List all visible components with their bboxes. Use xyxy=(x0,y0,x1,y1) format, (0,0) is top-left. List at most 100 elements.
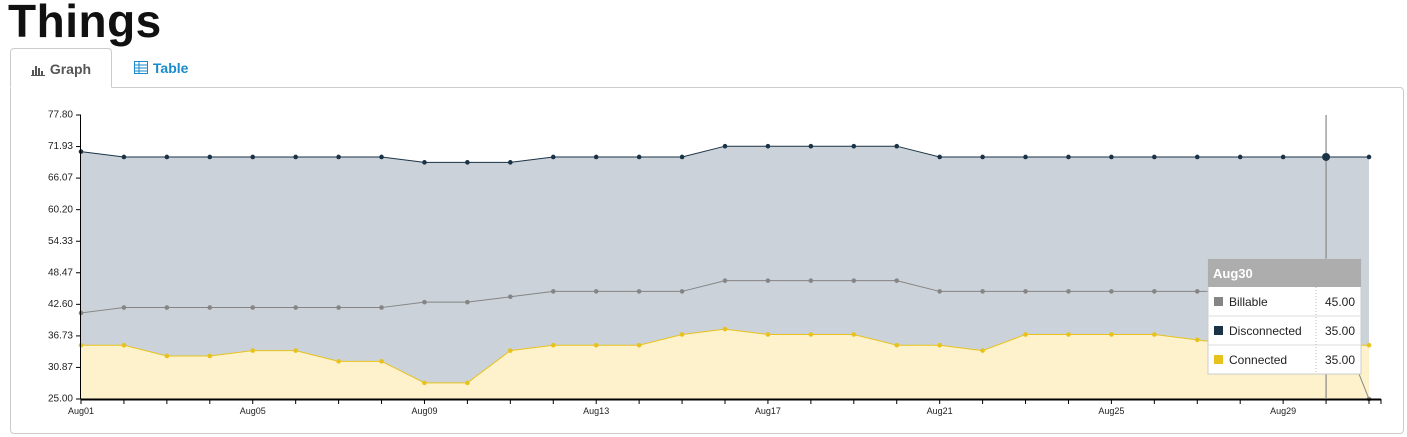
point xyxy=(293,305,298,310)
point xyxy=(722,143,728,149)
point xyxy=(1023,289,1028,294)
point xyxy=(894,278,900,283)
point xyxy=(422,299,427,305)
point xyxy=(164,353,170,359)
point xyxy=(550,342,556,348)
point xyxy=(164,154,170,160)
point xyxy=(422,380,427,386)
point xyxy=(336,305,341,310)
tooltip-swatch xyxy=(1214,297,1223,306)
point xyxy=(1109,154,1114,160)
area xyxy=(81,146,1369,383)
point xyxy=(851,278,857,283)
point xyxy=(1280,154,1286,160)
y-tick-label: 71.93 xyxy=(48,141,73,152)
point xyxy=(980,289,985,294)
x-tick-label: Aug05 xyxy=(240,406,266,416)
point xyxy=(722,326,728,332)
point xyxy=(379,305,384,310)
x-tick-label: Aug13 xyxy=(583,406,609,416)
point xyxy=(1194,337,1200,343)
point xyxy=(465,380,470,386)
y-tick-label: 30.87 xyxy=(48,362,73,373)
table-tab[interactable]: Table xyxy=(134,48,188,88)
point xyxy=(508,160,513,165)
x-tick-label: Aug29 xyxy=(1270,406,1296,416)
point xyxy=(1152,289,1157,294)
point xyxy=(465,160,470,165)
point xyxy=(250,154,256,160)
tooltip-value: 35.00 xyxy=(1325,353,1355,367)
tooltip-title: Aug30 xyxy=(1213,266,1253,281)
graph-icon xyxy=(30,66,45,76)
point xyxy=(808,332,814,337)
point xyxy=(379,154,384,160)
point xyxy=(765,332,771,337)
point xyxy=(722,278,728,283)
point xyxy=(250,348,256,353)
x-tick-label: Aug25 xyxy=(1098,406,1124,416)
x-tick-label: Aug09 xyxy=(411,406,437,416)
point xyxy=(593,342,599,348)
y-tick-label: 36.73 xyxy=(48,331,73,342)
point xyxy=(1194,154,1200,160)
point xyxy=(679,332,685,337)
x-tick-label: Aug17 xyxy=(755,406,781,416)
point xyxy=(937,154,942,160)
point xyxy=(1366,154,1372,160)
point xyxy=(293,348,298,353)
x-tick-label: Aug21 xyxy=(927,406,953,416)
tooltip: Aug30 Billable 45.00 Disconnected 35.00 Conne… xyxy=(1207,258,1362,375)
point xyxy=(465,299,470,305)
y-tick-label: 48.47 xyxy=(48,267,73,278)
table-icon xyxy=(134,61,148,74)
point xyxy=(765,143,771,149)
point xyxy=(207,305,213,310)
point xyxy=(1109,289,1114,294)
page-title: Things xyxy=(8,0,162,47)
y-tick-label: 25.00 xyxy=(48,394,73,405)
point xyxy=(679,289,685,294)
y-tick-label: 54.33 xyxy=(48,236,73,247)
point xyxy=(593,154,599,160)
point xyxy=(937,289,942,294)
point xyxy=(851,332,857,337)
point xyxy=(1066,154,1071,160)
point xyxy=(894,342,900,348)
y-tick-label: 60.20 xyxy=(48,204,73,215)
tooltip-swatch xyxy=(1214,355,1223,364)
point xyxy=(422,160,427,165)
tooltip-value: 35.00 xyxy=(1325,324,1355,338)
point xyxy=(121,305,127,310)
point xyxy=(1194,289,1200,294)
x-tick-label: Aug01 xyxy=(68,406,94,416)
tooltip-name: Disconnected xyxy=(1229,324,1302,338)
point xyxy=(593,289,599,294)
point xyxy=(1152,332,1157,337)
tooltip-swatch xyxy=(1214,326,1223,335)
hover-point xyxy=(1322,152,1331,161)
point xyxy=(679,154,685,160)
point xyxy=(121,342,127,348)
chart-panel xyxy=(10,87,1404,434)
point xyxy=(1066,289,1071,294)
point xyxy=(980,154,985,160)
graph-tab[interactable]: Graph xyxy=(10,48,112,88)
point xyxy=(1023,332,1028,337)
point xyxy=(1237,154,1243,160)
point xyxy=(765,278,771,283)
point xyxy=(1109,332,1114,337)
tab-label: Table xyxy=(152,60,189,76)
point xyxy=(636,342,642,348)
point xyxy=(1023,154,1028,160)
point xyxy=(207,353,213,359)
point xyxy=(336,359,341,364)
point xyxy=(336,154,341,160)
tooltip-header xyxy=(1208,259,1361,287)
point xyxy=(980,348,985,353)
point xyxy=(508,348,513,353)
tab-label: Graph xyxy=(49,61,92,77)
point xyxy=(293,154,298,160)
